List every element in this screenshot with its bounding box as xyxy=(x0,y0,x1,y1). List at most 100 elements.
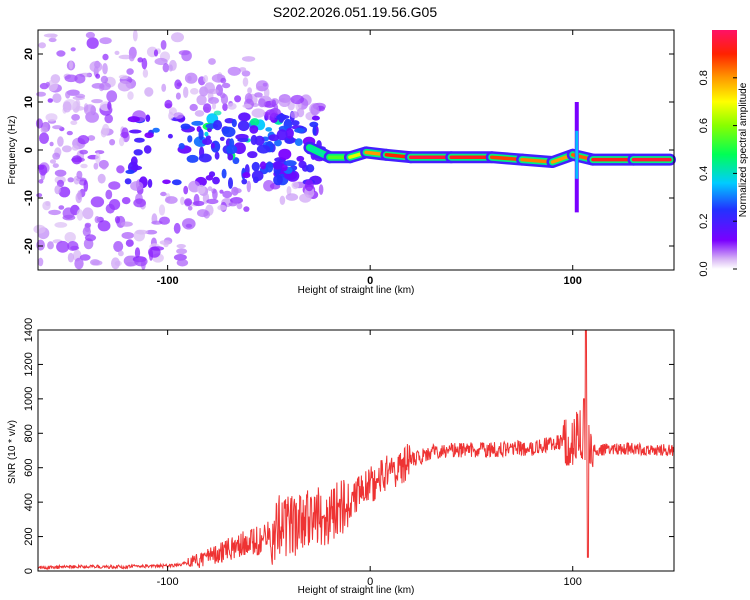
spectrogram-blob xyxy=(176,244,186,249)
spectrogram-blob xyxy=(84,234,97,242)
spectrogram-blob xyxy=(133,229,145,242)
spectrogram-ridge xyxy=(303,102,676,213)
spectrogram-x-tick-label: 0 xyxy=(367,275,373,287)
spectrogram-blob xyxy=(193,193,200,206)
spectrogram-blob xyxy=(79,254,91,261)
spectrogram-blob xyxy=(284,136,295,144)
spectrogram-blob xyxy=(241,70,251,77)
spectrogram-blob xyxy=(49,141,54,147)
spectrogram-blob xyxy=(246,180,251,193)
spectrogram-blob xyxy=(134,137,145,143)
spectrogram-blob xyxy=(127,116,140,123)
spectrogram-blob xyxy=(48,209,61,216)
spectrogram-blob xyxy=(105,189,113,200)
spectrogram-blob xyxy=(222,190,233,199)
spectrogram-blob xyxy=(221,82,231,89)
spectrogram-y-tick-label: -20 xyxy=(23,238,35,254)
spectrogram-blob xyxy=(212,120,223,131)
spectrogram-blob xyxy=(89,61,103,73)
spectrogram-blob xyxy=(228,202,238,207)
spectrogram-blob xyxy=(227,66,241,76)
spectrogram-blob xyxy=(222,126,236,138)
spectrogram-blob xyxy=(134,247,141,259)
spectrogram-blob xyxy=(127,91,134,100)
spectrogram-y-tick-label: 20 xyxy=(23,48,35,60)
spectrogram-blob xyxy=(299,193,312,203)
spectrogram-blob xyxy=(168,111,174,121)
colorbar-tick-label: 0.6 xyxy=(698,118,710,133)
spectrogram-blob xyxy=(159,240,171,245)
spectrogram-blob xyxy=(204,82,216,94)
spectrogram-blob xyxy=(47,79,59,92)
spectrogram-blob xyxy=(162,62,170,73)
spectrogram-blob xyxy=(243,206,250,212)
spectrogram-blob xyxy=(118,54,133,60)
spectrogram-blob xyxy=(36,193,43,198)
spectrogram-blob xyxy=(117,80,132,92)
spectrogram-blob xyxy=(227,102,237,110)
spectrogram-blob xyxy=(84,222,92,228)
spectrogram-blob xyxy=(279,195,286,205)
snr-x-tick-label: 0 xyxy=(367,576,373,588)
spectrogram-blob xyxy=(312,126,317,136)
spectrogram-blob xyxy=(83,179,89,192)
spectrogram-blob xyxy=(69,60,73,70)
spectrogram-blob xyxy=(291,181,300,190)
spectrogram-blob xyxy=(194,110,205,117)
spectrogram-blob xyxy=(47,241,54,250)
snr-y-tick-label: 800 xyxy=(23,424,35,442)
spectrogram-blob xyxy=(229,138,235,148)
spectrogram-blob xyxy=(67,252,74,263)
spectrogram-blob xyxy=(100,161,108,170)
spectrogram-blob xyxy=(273,103,279,113)
spectrogram-blob xyxy=(167,133,173,139)
spectrogram-blob xyxy=(187,205,193,211)
spectrogram-blob xyxy=(164,196,178,204)
spectrogram-blob xyxy=(153,49,159,57)
spectrogram-blob xyxy=(105,203,115,214)
spectrogram-blob xyxy=(222,103,228,112)
spectrogram-blob xyxy=(129,129,142,134)
spectrogram-blob xyxy=(91,260,103,266)
spectrogram-blob xyxy=(49,159,57,164)
spectrogram-blob xyxy=(66,130,73,136)
spectrogram-blob xyxy=(77,135,90,145)
spectrogram-blob xyxy=(219,189,224,194)
spectrogram-blob xyxy=(203,106,210,112)
spectrogram-blob xyxy=(184,72,198,84)
spectrogram-blob xyxy=(247,87,253,94)
spectrogram-blob xyxy=(47,98,53,103)
spectrogram-blob xyxy=(82,207,94,220)
spectrogram-blob xyxy=(90,196,105,208)
spectrogram-blob xyxy=(133,198,146,208)
spectrogram-blob xyxy=(259,161,267,170)
spectrogram-blob xyxy=(206,198,219,205)
spectrogram-blob xyxy=(189,103,198,112)
spectrogram-blob xyxy=(290,111,299,119)
snr-y-tick-label: 600 xyxy=(23,459,35,477)
spectrogram-blob xyxy=(296,155,305,162)
colorbar-gradient xyxy=(712,30,737,269)
spectrogram-blob xyxy=(247,151,258,159)
snr-y-tick-label: 1000 xyxy=(23,387,35,411)
spectrogram-blob xyxy=(211,142,215,149)
spectrogram-blob xyxy=(182,218,196,230)
snr-y-ticks: 0 200 400 600 800 1000 1200 1400 xyxy=(23,318,674,574)
spectrogram-blob xyxy=(100,75,109,84)
spectrogram-blob xyxy=(176,82,183,87)
spectrogram-blob xyxy=(214,151,220,160)
spectrogram-blob xyxy=(294,138,303,147)
spectrogram-blob xyxy=(238,112,251,122)
spectrogram-x-tick-label: -100 xyxy=(157,275,179,287)
spectrogram-blob xyxy=(197,184,206,195)
spectrogram-blob xyxy=(113,241,124,252)
spectrogram-blob xyxy=(70,120,78,125)
spectrogram-blob xyxy=(171,179,182,186)
spectrogram-blob xyxy=(160,40,167,50)
spectrogram-blob xyxy=(134,256,148,267)
spectrogram-blob xyxy=(318,184,324,196)
spectrogram-blob xyxy=(276,129,288,141)
spectrogram-blob xyxy=(64,232,76,243)
spectrogram-blob xyxy=(241,56,256,62)
